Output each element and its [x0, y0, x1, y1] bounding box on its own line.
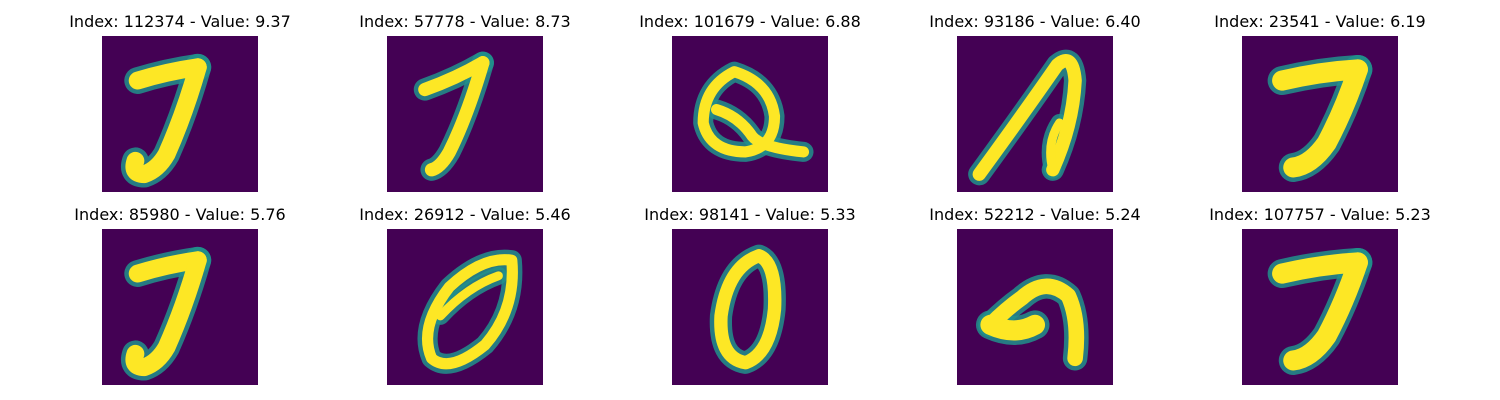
panel-title: Index: 57778 - Value: 8.73 [359, 12, 571, 31]
stroke-core [697, 66, 781, 158]
stroke-core [982, 278, 1085, 367]
stroke-core [1283, 252, 1368, 371]
image-background [957, 229, 1113, 385]
image-panel: Index: 112374 - Value: 9.37 [60, 12, 300, 197]
digit-image [1242, 229, 1398, 385]
stroke-core [1283, 59, 1368, 178]
image-panel: Index: 85980 - Value: 5.76 [60, 205, 300, 390]
image-panel: Index: 101679 - Value: 6.88 [630, 12, 870, 197]
digit-image [387, 229, 543, 385]
stroke-core [436, 271, 503, 321]
image-panel: Index: 98141 - Value: 5.33 [630, 205, 870, 390]
image-panel: Index: 93186 - Value: 6.40 [915, 12, 1155, 197]
stroke-core [714, 249, 782, 370]
panel-title: Index: 112374 - Value: 9.37 [69, 12, 291, 31]
digit-image [102, 36, 258, 192]
panel-title: Index: 101679 - Value: 6.88 [639, 12, 861, 31]
image-panel: Index: 57778 - Value: 8.73 [345, 12, 585, 197]
digit-image [672, 36, 828, 192]
image-panel: Index: 23541 - Value: 6.19 [1200, 12, 1440, 197]
digit-image [1242, 36, 1398, 192]
digit-image [957, 36, 1113, 192]
panel-title: Index: 98141 - Value: 5.33 [644, 205, 856, 224]
stroke-core [1046, 118, 1064, 175]
stroke-core [422, 254, 518, 370]
digit-image [672, 229, 828, 385]
panel-title: Index: 107757 - Value: 5.23 [1209, 205, 1431, 224]
panel-title: Index: 23541 - Value: 6.19 [1214, 12, 1426, 31]
stroke-core [125, 58, 207, 184]
image-panel: Index: 52212 - Value: 5.24 [915, 205, 1155, 390]
panel-title: Index: 52212 - Value: 5.24 [929, 205, 1141, 224]
stroke-core [125, 251, 207, 377]
panel-title: Index: 26912 - Value: 5.46 [359, 205, 571, 224]
digit-image [957, 229, 1113, 385]
stroke-core [980, 314, 1046, 341]
panel-title: Index: 85980 - Value: 5.76 [74, 205, 286, 224]
digit-image [102, 229, 258, 385]
stroke-core [424, 56, 490, 177]
panel-title: Index: 93186 - Value: 6.40 [929, 12, 1141, 31]
stroke-core [711, 103, 810, 158]
stroke-core [972, 54, 1082, 181]
image-panel: Index: 107757 - Value: 5.23 [1200, 205, 1440, 390]
digit-image [387, 36, 543, 192]
image-panel: Index: 26912 - Value: 5.46 [345, 205, 585, 390]
